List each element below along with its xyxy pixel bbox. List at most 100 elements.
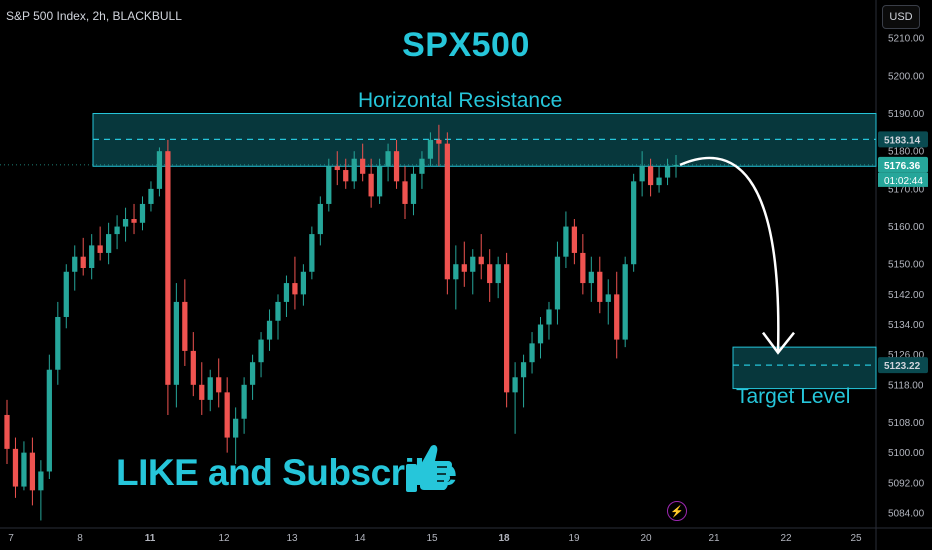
lightning-icon[interactable]: ⚡ bbox=[667, 501, 687, 521]
candle-body bbox=[554, 256, 561, 310]
x-tick-label: 20 bbox=[640, 533, 652, 544]
candle-body bbox=[275, 301, 281, 321]
candle-body bbox=[393, 151, 400, 182]
candle bbox=[461, 241, 467, 287]
candle bbox=[639, 151, 645, 197]
candle-body bbox=[656, 177, 662, 186]
candle bbox=[343, 158, 349, 189]
arrow-head-icon bbox=[762, 331, 795, 355]
candle-body bbox=[207, 377, 213, 400]
zones-layer bbox=[0, 113, 877, 390]
candle bbox=[207, 369, 213, 412]
candle-body bbox=[461, 264, 467, 272]
currency-button[interactable]: USD bbox=[882, 5, 920, 29]
resistance-price-tag: 5183.14 bbox=[884, 135, 921, 146]
candle-body bbox=[283, 283, 290, 302]
candle-body bbox=[470, 256, 476, 272]
candle bbox=[182, 279, 188, 366]
candle-body bbox=[72, 256, 78, 272]
candle bbox=[436, 124, 442, 167]
x-tick-label: 18 bbox=[498, 533, 510, 544]
candle bbox=[97, 226, 103, 261]
x-tick-label: 22 bbox=[780, 533, 792, 544]
x-tick-label: 8 bbox=[77, 533, 83, 544]
price-axis[interactable]: 5210.00 5200.00 5190.00 5180.00 5170.00 5160.… bbox=[878, 34, 928, 520]
candle bbox=[258, 332, 264, 378]
candle-body bbox=[309, 234, 315, 272]
candle bbox=[266, 309, 273, 351]
candle bbox=[165, 139, 171, 415]
candle bbox=[512, 362, 518, 434]
candle-body bbox=[38, 471, 44, 491]
candle-body bbox=[139, 203, 146, 223]
candle-body bbox=[148, 188, 154, 204]
candle-body bbox=[89, 245, 95, 268]
candle-body bbox=[343, 170, 349, 182]
candle bbox=[647, 158, 654, 197]
candle bbox=[72, 245, 78, 291]
candle-body bbox=[376, 166, 383, 197]
candle bbox=[360, 143, 366, 182]
resistance-label: Horizontal Resistance bbox=[358, 89, 563, 112]
candle-body bbox=[55, 316, 61, 370]
candle-body bbox=[224, 392, 230, 438]
time-axis[interactable]: 7 8 11 12 13 14 15 18 19 20 21 22 25 bbox=[8, 533, 862, 544]
candle bbox=[410, 166, 417, 216]
x-tick-label: 12 bbox=[218, 533, 230, 544]
thumbs-up-icon bbox=[406, 444, 453, 492]
candle bbox=[139, 196, 146, 231]
candle bbox=[368, 158, 374, 208]
resistance-price-tag-bg bbox=[878, 131, 928, 148]
candle bbox=[199, 362, 205, 415]
candle-body bbox=[487, 264, 493, 284]
y-tick-label: 5160.00 bbox=[888, 222, 925, 233]
candle bbox=[309, 226, 315, 280]
candle-body bbox=[639, 166, 645, 182]
candle bbox=[46, 354, 52, 480]
overlay-layer bbox=[679, 156, 795, 355]
x-tick-label: 11 bbox=[145, 533, 156, 544]
candle-body bbox=[427, 139, 434, 159]
candle-body bbox=[173, 301, 179, 385]
current-price-tag-countdown-bg bbox=[878, 172, 928, 187]
candle-body bbox=[453, 264, 459, 280]
candle-body bbox=[12, 448, 19, 487]
candle-body bbox=[182, 301, 188, 351]
candle bbox=[673, 154, 679, 178]
candle bbox=[173, 283, 179, 408]
candle-body bbox=[266, 320, 273, 340]
candle-body bbox=[520, 362, 527, 378]
candle bbox=[241, 377, 247, 434]
candle bbox=[427, 132, 434, 167]
candle-body bbox=[63, 271, 69, 317]
candle bbox=[38, 460, 44, 521]
candle-body bbox=[664, 166, 671, 178]
candle bbox=[504, 252, 510, 408]
candle bbox=[529, 332, 535, 374]
candle-body bbox=[80, 256, 86, 268]
x-tick-label: 19 bbox=[568, 533, 580, 544]
candle-body bbox=[326, 166, 332, 204]
candle bbox=[622, 256, 628, 348]
candle bbox=[148, 181, 154, 212]
candle-body bbox=[156, 151, 163, 189]
candle-body bbox=[588, 271, 594, 284]
candle-body bbox=[105, 234, 112, 253]
candle-body bbox=[165, 151, 171, 385]
symbol-info: S&P 500 Index, 2h, BLACKBULL bbox=[6, 9, 182, 23]
candle-body bbox=[478, 256, 484, 265]
candle bbox=[131, 203, 137, 235]
candle-body bbox=[419, 158, 425, 174]
candle bbox=[351, 151, 357, 189]
candle bbox=[554, 241, 561, 325]
candle bbox=[376, 158, 383, 204]
candle bbox=[216, 358, 222, 408]
candle bbox=[402, 166, 408, 220]
candle bbox=[334, 151, 340, 186]
current-price-tag-bg bbox=[878, 156, 928, 173]
candle-body bbox=[351, 158, 357, 182]
like-subscribe-text: LIKE and Subscribe bbox=[116, 452, 457, 493]
candle bbox=[63, 264, 69, 329]
